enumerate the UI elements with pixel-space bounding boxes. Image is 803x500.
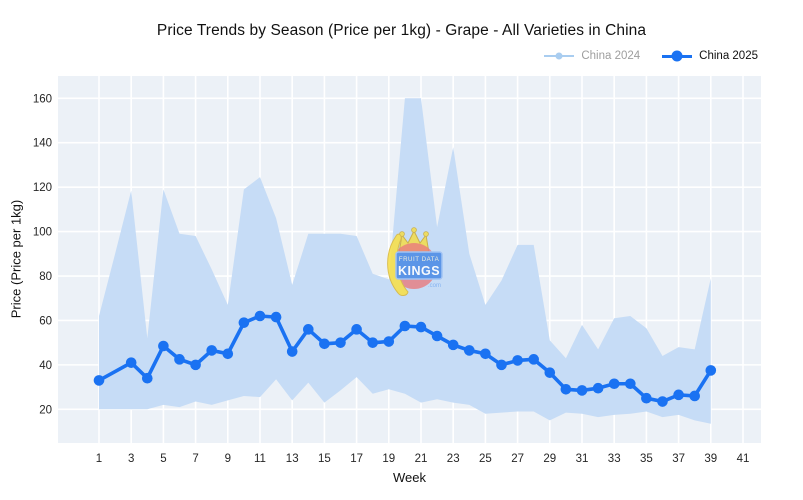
x-tick-label: 31	[576, 453, 589, 465]
x-tick-label: 19	[382, 453, 395, 465]
x-tick-label: 9	[225, 453, 231, 465]
marker-china-2025-week-25[interactable]	[480, 348, 491, 360]
x-tick-label: 27	[511, 453, 524, 465]
marker-china-2025-week-35[interactable]	[641, 392, 652, 404]
marker-china-2025-week-18[interactable]	[367, 337, 379, 348]
y-tick-label: 20	[39, 404, 52, 416]
marker-china-2025-week-6[interactable]	[174, 354, 185, 365]
x-tick-label: 25	[479, 453, 492, 465]
marker-china-2025-week-19[interactable]	[383, 336, 395, 347]
marker-china-2025-week-24[interactable]	[464, 345, 475, 356]
marker-china-2025-week-1[interactable]	[93, 375, 105, 386]
marker-china-2025-week-22[interactable]	[431, 330, 443, 342]
marker-china-2025-week-27[interactable]	[512, 355, 523, 366]
marker-china-2025-week-28[interactable]	[528, 354, 539, 365]
chart-title: Price Trends by Season (Price per 1kg) -…	[156, 22, 647, 39]
marker-china-2025-week-11[interactable]	[254, 310, 266, 322]
x-tick-label: 33	[608, 453, 621, 465]
marker-china-2025-week-34[interactable]	[625, 378, 636, 390]
x-tick-label: 5	[160, 453, 166, 465]
marker-china-2025-week-3[interactable]	[125, 357, 137, 368]
marker-china-2025-week-5[interactable]	[158, 340, 169, 352]
x-tick-label: 11	[254, 453, 266, 465]
watermark-line1: FRUIT DATA	[399, 256, 440, 263]
marker-china-2025-week-23[interactable]	[447, 339, 459, 351]
marker-china-2025-week-10[interactable]	[238, 317, 250, 328]
watermark-text: FRUIT DATA KINGS .com	[395, 251, 443, 289]
marker-china-2025-week-7[interactable]	[190, 359, 201, 371]
watermark-line3: .com	[428, 283, 441, 289]
y-tick-label: 160	[33, 93, 52, 105]
watermark-logo: FRUIT DATA KINGS .com	[387, 227, 443, 296]
x-tick-label: 7	[192, 453, 198, 465]
x-tick-label: 37	[672, 453, 685, 465]
marker-china-2025-week-26[interactable]	[496, 359, 507, 371]
x-tick-label: 39	[704, 453, 717, 465]
marker-china-2025-week-33[interactable]	[608, 378, 620, 390]
x-tick-label: 21	[415, 453, 428, 465]
marker-china-2025-week-30[interactable]	[560, 384, 572, 395]
y-tick-label: 100	[33, 227, 52, 239]
marker-china-2025-week-4[interactable]	[142, 372, 153, 384]
watermark-banana-icon	[387, 233, 409, 296]
marker-china-2025-week-17[interactable]	[351, 324, 362, 335]
x-tick-label: 35	[640, 453, 653, 465]
y-tick-label: 40	[39, 360, 52, 372]
marker-china-2025-week-29[interactable]	[544, 367, 556, 378]
marker-china-2025-week-21[interactable]	[415, 321, 427, 333]
legend-item-china-2024[interactable]: China 2024	[544, 49, 640, 63]
y-tick-label: 80	[39, 271, 52, 283]
y-tick-label: 60	[39, 315, 52, 327]
marker-china-2025-week-12[interactable]	[270, 311, 282, 323]
legend-item-china-2025[interactable]: China 2025	[662, 49, 758, 63]
marker-china-2025-week-38[interactable]	[689, 390, 700, 402]
marker-china-2025-week-14[interactable]	[303, 324, 314, 335]
marker-china-2025-week-9[interactable]	[222, 348, 234, 360]
x-tick-label: 23	[447, 453, 460, 465]
marker-china-2025-week-36[interactable]	[657, 396, 668, 407]
legend-swatch-china-2024	[544, 49, 575, 63]
x-tick-label: 17	[350, 453, 363, 465]
x-tick-label: 29	[543, 453, 556, 465]
x-tick-label: 15	[318, 453, 331, 465]
marker-china-2025-week-8[interactable]	[206, 345, 217, 356]
y-tick-label: 120	[33, 182, 52, 194]
marker-china-2025-week-32[interactable]	[592, 382, 604, 394]
marker-china-2025-week-16[interactable]	[335, 337, 346, 348]
y-axis-title: Price (Price per 1kg)	[8, 199, 24, 319]
marker-china-2025-week-39[interactable]	[705, 365, 717, 376]
legend: China 2024 China 2025	[544, 49, 758, 63]
x-tick-label: 1	[96, 453, 102, 465]
x-tick-label: 41	[737, 453, 750, 465]
marker-china-2025-week-37[interactable]	[673, 389, 684, 401]
x-tick-label: 3	[128, 453, 134, 465]
marker-china-2025-week-31[interactable]	[576, 385, 588, 396]
marker-china-2025-week-20[interactable]	[399, 320, 411, 332]
marker-china-2025-week-13[interactable]	[286, 346, 298, 357]
watermark-line2: KINGS	[398, 264, 440, 278]
y-tick-label: 140	[33, 138, 52, 150]
legend-label-china-2024: China 2024	[581, 50, 641, 62]
marker-china-2025-week-15[interactable]	[319, 338, 330, 350]
x-tick-label: 13	[286, 453, 299, 465]
legend-swatch-china-2025	[662, 49, 693, 63]
legend-label-china-2025: China 2025	[699, 50, 758, 62]
x-axis-title: Week	[393, 470, 426, 485]
